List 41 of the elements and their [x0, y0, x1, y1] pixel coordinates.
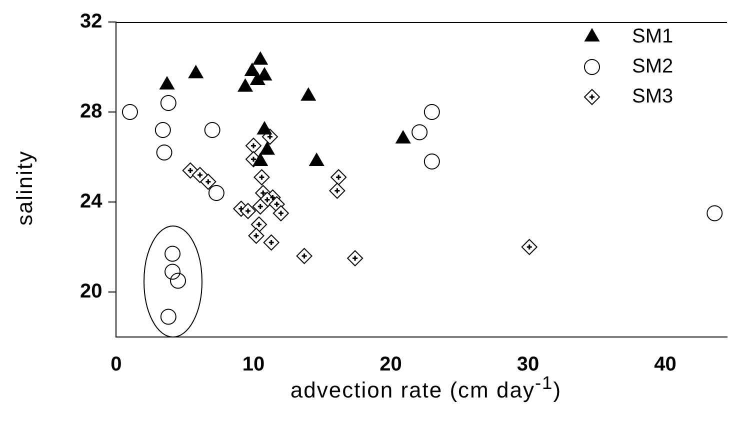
- point: [329, 182, 346, 199]
- point: [248, 228, 264, 244]
- point: [521, 239, 538, 255]
- point: [204, 122, 220, 138]
- point: [160, 95, 176, 111]
- point: [164, 246, 181, 262]
- y-tick-label: 24: [80, 190, 104, 213]
- point: [192, 167, 208, 183]
- x-tick-label: 0: [110, 354, 122, 376]
- point: [160, 308, 176, 325]
- point: [156, 144, 172, 160]
- point: [245, 138, 262, 154]
- point: [263, 234, 280, 250]
- point: [706, 205, 723, 222]
- legend-label: SM1: [632, 26, 674, 48]
- point: [424, 154, 440, 170]
- point: [154, 122, 171, 138]
- y-tick-label: 28: [80, 100, 102, 123]
- point: [250, 216, 267, 232]
- point: [122, 104, 138, 120]
- point: [347, 250, 364, 266]
- y-tick-label: 32: [80, 10, 102, 33]
- point: [240, 203, 256, 219]
- point: [330, 169, 347, 186]
- point: [170, 272, 186, 289]
- legend-label: SM3: [632, 86, 674, 108]
- point: [182, 162, 198, 178]
- y-tick-label: 20: [80, 280, 102, 303]
- point: [412, 124, 428, 140]
- point: [208, 185, 224, 201]
- x-tick-label: 40: [654, 354, 676, 376]
- point: [164, 264, 181, 280]
- point: [200, 174, 216, 190]
- point: [424, 104, 440, 120]
- legend-label: SM2: [632, 56, 674, 78]
- point: [254, 169, 270, 186]
- y-axis-title: salinity: [12, 149, 38, 228]
- x-tick-label: 10: [242, 354, 265, 376]
- point: [252, 198, 268, 214]
- point: [272, 205, 289, 222]
- point: [296, 248, 312, 264]
